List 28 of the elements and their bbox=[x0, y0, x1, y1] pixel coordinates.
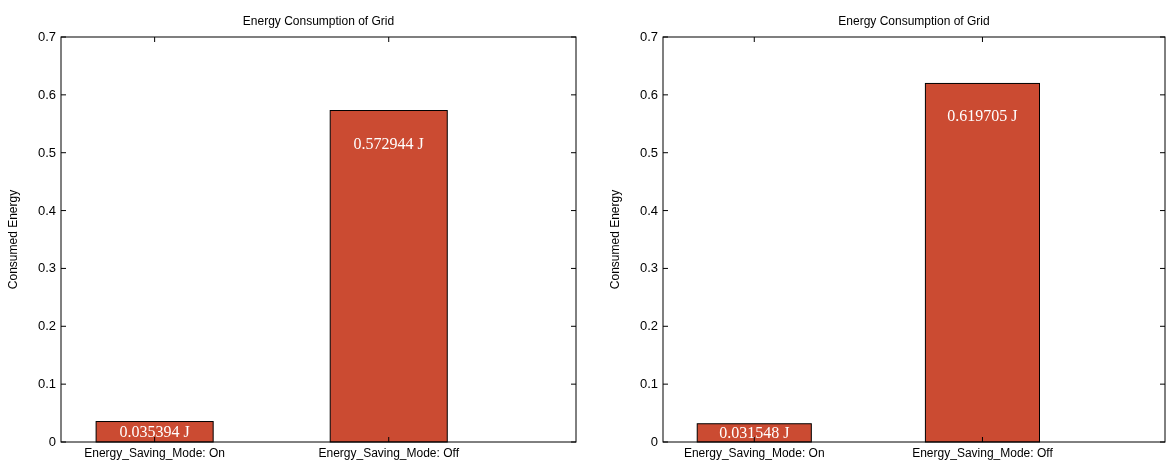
y-tick-label: 0.2 bbox=[37, 318, 56, 334]
y-tick-label: 0.4 bbox=[37, 202, 56, 218]
data-label: 0.035394 J bbox=[119, 422, 190, 440]
chart-title: Energy Consumption of Grid bbox=[838, 14, 990, 28]
chart-title: Energy Consumption of Grid bbox=[242, 14, 395, 28]
y-tick-label: 0.1 bbox=[639, 376, 658, 392]
y-tick-label: 0 bbox=[650, 434, 658, 449]
y-tick-label: 0.3 bbox=[639, 260, 658, 276]
y-tick-label: 0.7 bbox=[639, 29, 658, 44]
x-tick-label: Energy_Saving_Mode: Off bbox=[912, 446, 1054, 460]
x-tick-label: Energy_Saving_Mode: On bbox=[683, 446, 825, 460]
y-tick-label: 0.3 bbox=[37, 260, 56, 276]
y-tick-label: 0.5 bbox=[639, 144, 658, 160]
y-tick-label: 0.2 bbox=[639, 318, 658, 334]
y-axis-title: Consumed Energy bbox=[608, 189, 622, 290]
y-tick-label: 0.6 bbox=[37, 86, 56, 102]
data-label: 0.572944 J bbox=[353, 134, 424, 152]
data-label: 0.619705 J bbox=[947, 107, 1018, 125]
y-tick-label: 0.6 bbox=[639, 86, 658, 102]
y-tick-label: 0.4 bbox=[639, 202, 658, 218]
y-tick-label: 0.5 bbox=[37, 144, 56, 160]
y-tick-label: 0.7 bbox=[37, 29, 56, 44]
x-tick-label: Energy_Saving_Mode: Off bbox=[318, 446, 460, 460]
y-tick-label: 0.1 bbox=[37, 376, 56, 392]
data-label: 0.031548 J bbox=[719, 423, 790, 441]
x-tick-label: Energy_Saving_Mode: On bbox=[84, 446, 226, 460]
y-tick-label: 0 bbox=[48, 434, 56, 449]
y-axis-title: Consumed Energy bbox=[6, 189, 20, 290]
